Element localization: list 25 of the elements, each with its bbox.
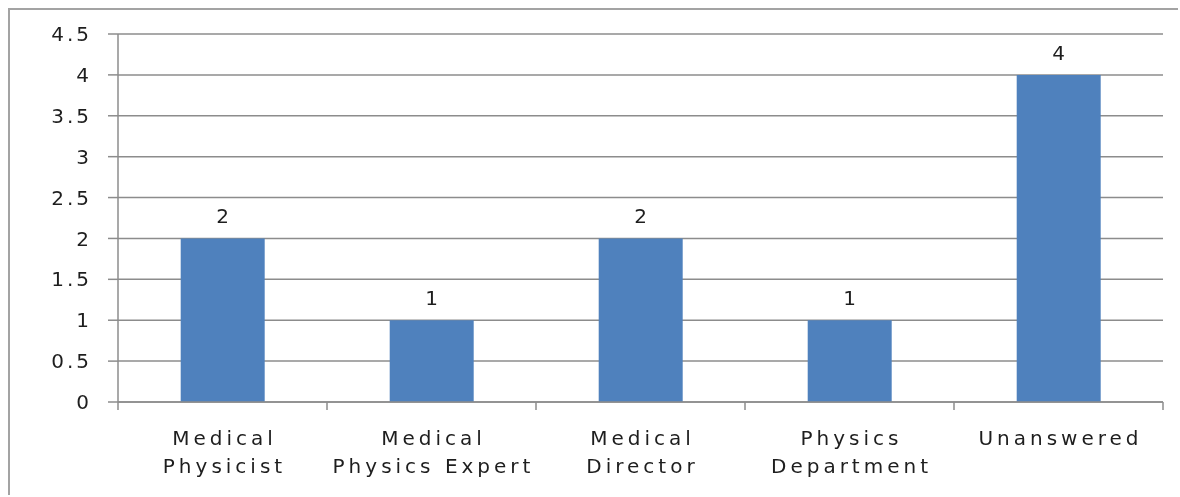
x-tick-label: Medical Physicist [162, 425, 287, 478]
bar [807, 320, 892, 402]
x-tick-label: Unanswered [978, 425, 1143, 450]
y-tick-label: 1.5 [51, 267, 92, 292]
y-tick-label: 4 [76, 62, 92, 87]
data-label: 1 [425, 286, 439, 311]
y-tick-label: 2 [76, 226, 92, 251]
y-tick-label: 0.5 [51, 349, 92, 374]
bar [598, 238, 683, 402]
data-label: 2 [634, 204, 648, 229]
y-tick-label: 2.5 [51, 185, 92, 210]
data-label: 2 [216, 204, 230, 229]
x-tick-label: Medical Director [586, 425, 699, 478]
y-tick-label: 3 [76, 144, 92, 169]
bar [1016, 74, 1101, 402]
x-tick-label: Medical Physics Expert [332, 425, 535, 478]
x-tick-label: Physics Department [770, 425, 933, 478]
data-label: 4 [1052, 40, 1066, 65]
y-tick-label: 3.5 [51, 103, 92, 128]
y-tick-label: 0 [76, 390, 92, 415]
y-tick-label: 4.5 [51, 22, 92, 47]
data-label: 1 [843, 286, 857, 311]
bar [180, 238, 265, 402]
y-tick-label: 1 [76, 308, 92, 333]
bar [389, 320, 474, 402]
